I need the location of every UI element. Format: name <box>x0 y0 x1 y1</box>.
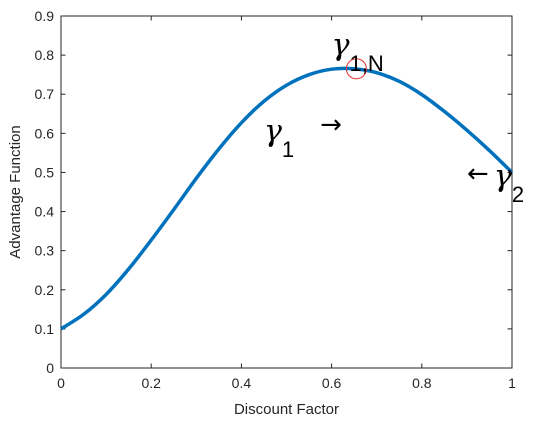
annotation-gamma-2: ← γ2 <box>467 159 524 207</box>
x-axis-label: Discount Factor <box>234 401 339 418</box>
y-axis-label: Advantage Function <box>7 125 24 258</box>
y-tick-label: 0.9 <box>35 8 55 24</box>
x-tick-label: 0.4 <box>232 375 252 391</box>
plot-frame <box>60 15 513 369</box>
series-layer <box>60 58 514 331</box>
series-line-1 <box>60 66 514 331</box>
max-point-marker <box>345 58 367 80</box>
y-tick-label: 0.8 <box>35 47 55 63</box>
axes: 0 0.2 0.4 0.6 0.8 1 0 0.1 0.2 0.3 0.4 0.5 0.6 0.7 0.8 0… <box>35 8 517 391</box>
x-tick-label: 0.2 <box>141 375 161 391</box>
annotation-gamma-1: γ1 → <box>264 110 342 162</box>
y-tick-label: 0 <box>46 360 54 376</box>
x-tick-label: 0.6 <box>322 375 342 391</box>
annotations: γ1,N γ1 → ← γ2 <box>264 28 524 207</box>
y-tick-label: 0.4 <box>35 204 55 220</box>
y-tick-label: 0.5 <box>35 164 55 180</box>
x-tick-label: 0.8 <box>412 375 432 391</box>
y-tick-label: 0.3 <box>35 243 55 259</box>
y-tick-label: 0.7 <box>35 86 55 102</box>
x-tick-label: 1 <box>508 375 516 391</box>
x-tick-label: 0 <box>57 375 65 391</box>
y-tick-label: 0.2 <box>35 282 55 298</box>
y-tick-label: 0.1 <box>35 321 55 337</box>
y-tick-label: 0.6 <box>35 125 55 141</box>
annotation-gamma-1n: γ1,N <box>332 28 384 76</box>
